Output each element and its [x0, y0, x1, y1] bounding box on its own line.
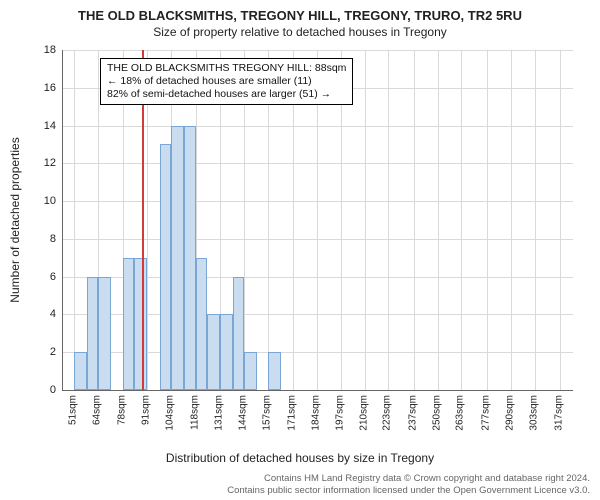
footer-line-2: Contains public sector information licen… [227, 485, 590, 496]
gridline-v [487, 50, 488, 390]
annotation-line-2: ← 18% of detached houses are smaller (11… [107, 75, 346, 88]
x-tick-label: 210sqm [358, 395, 369, 431]
gridline-v [535, 50, 536, 390]
histogram-bar [268, 352, 281, 390]
y-tick-label: 18 [26, 44, 56, 56]
gridline-v [74, 50, 75, 390]
histogram-bar [74, 352, 87, 390]
histogram-bar [196, 258, 207, 390]
gridline-v [438, 50, 439, 390]
y-tick-label: 0 [26, 384, 56, 396]
histogram-bar [220, 314, 233, 390]
x-tick-label: 237sqm [407, 395, 418, 431]
y-tick-label: 12 [26, 157, 56, 169]
y-tick-label: 4 [26, 308, 56, 320]
x-tick-label: 78sqm [117, 395, 128, 425]
footer-attribution: Contains HM Land Registry data © Crown c… [227, 473, 590, 496]
gridline-v [461, 50, 462, 390]
histogram-bar [98, 277, 111, 390]
x-tick-label: 51sqm [67, 395, 78, 425]
histogram-bar [171, 126, 184, 390]
y-tick-label: 8 [26, 233, 56, 245]
y-tick-label: 16 [26, 82, 56, 94]
annotation-box: THE OLD BLACKSMITHS TREGONY HILL: 88sqm … [100, 58, 353, 105]
footer-line-1: Contains HM Land Registry data © Crown c… [227, 473, 590, 484]
x-tick-label: 290sqm [504, 395, 515, 431]
x-tick-label: 144sqm [237, 395, 248, 431]
x-tick-label: 303sqm [528, 395, 539, 431]
histogram-bar [160, 144, 171, 390]
x-tick-label: 197sqm [334, 395, 345, 431]
x-tick-label: 64sqm [91, 395, 102, 425]
x-tick-label: 223sqm [382, 395, 393, 431]
y-tick-label: 14 [26, 120, 56, 132]
x-tick-label: 277sqm [481, 395, 492, 431]
histogram-bar [123, 258, 134, 390]
histogram-bar [233, 277, 244, 390]
histogram-bar [184, 126, 197, 390]
x-tick-label: 104sqm [164, 395, 175, 431]
x-axis-label: Distribution of detached houses by size … [0, 451, 600, 465]
histogram-chart: THE OLD BLACKSMITHS, TREGONY HILL, TREGO… [0, 0, 600, 500]
x-tick-label: 118sqm [190, 395, 201, 430]
gridline-v [365, 50, 366, 390]
chart-title: THE OLD BLACKSMITHS, TREGONY HILL, TREGO… [0, 0, 600, 23]
y-tick-label: 6 [26, 271, 56, 283]
annotation-line-3: 82% of semi-detached houses are larger (… [107, 88, 346, 101]
annotation-line-1: THE OLD BLACKSMITHS TREGONY HILL: 88sqm [107, 62, 346, 75]
y-tick-label: 10 [26, 195, 56, 207]
gridline-v [560, 50, 561, 390]
gridline-v [511, 50, 512, 390]
x-tick-label: 131sqm [214, 395, 225, 431]
x-tick-label: 91sqm [141, 395, 152, 425]
gridline-v [388, 50, 389, 390]
histogram-bar [207, 314, 220, 390]
x-tick-label: 317sqm [554, 395, 565, 431]
y-axis-label: Number of detached properties [8, 137, 22, 302]
x-tick-label: 184sqm [311, 395, 322, 431]
histogram-bar [87, 277, 98, 390]
x-tick-label: 250sqm [431, 395, 442, 431]
x-tick-label: 171sqm [287, 395, 298, 431]
x-tick-label: 263sqm [455, 395, 466, 431]
chart-subtitle: Size of property relative to detached ho… [0, 25, 600, 39]
gridline-v [414, 50, 415, 390]
y-tick-label: 2 [26, 346, 56, 358]
histogram-bar [244, 352, 257, 390]
x-tick-label: 157sqm [261, 395, 272, 431]
